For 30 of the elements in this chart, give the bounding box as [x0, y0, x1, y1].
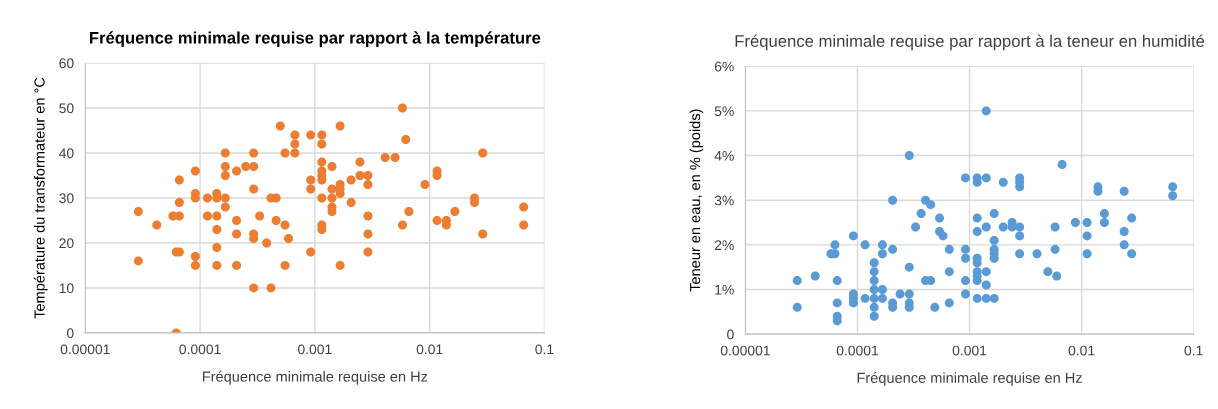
y-tick-label: 20 [59, 238, 74, 249]
y-tick-label: 50 [59, 103, 74, 114]
y-tick-label: 2% [714, 240, 734, 250]
y-tick-label: 10 [59, 283, 74, 294]
x-tick-label: 0.0001 [179, 344, 221, 355]
x-tick-label: 0.01 [416, 344, 443, 355]
y-tick-label: 5% [714, 106, 734, 117]
x-tick-label: 0.1 [1184, 345, 1203, 356]
x-axis-title: Fréquence minimale requise en Hz [857, 372, 1082, 386]
y-tick-label: 1% [715, 284, 734, 295]
x-tick-label: 0.01 [1068, 345, 1095, 356]
y-tick-label: 0 [727, 329, 734, 340]
y-axis-title: Teneur en eau, en % (poids) [689, 109, 704, 292]
y-tick-label: 0 [66, 328, 74, 339]
y-tick-label: 60 [59, 58, 74, 69]
x-tick-label: 0.001 [952, 345, 987, 356]
x-axis-title: Fréquence minimale requise en Hz [202, 370, 428, 385]
chart-title: Fréquence minimale requise par rapport à la teneur en humidité [735, 34, 1205, 51]
y-axis-title: Température du transformateur en °C [33, 77, 48, 319]
x-tick-label: 0.001 [298, 344, 332, 355]
x-tick-label: 0.00001 [60, 344, 110, 355]
y-tick-label: 40 [59, 148, 74, 159]
x-tick-label: 0.00001 [720, 345, 770, 356]
y-tick-label: 3% [714, 195, 734, 206]
chart-title: Fréquence minimale requise par rapport à la température [89, 31, 541, 47]
y-tick-label: 4% [714, 150, 734, 161]
x-tick-label: 0.0001 [836, 345, 879, 356]
y-tick-label: 6% [714, 61, 734, 72]
x-tick-label: 0.1 [535, 344, 554, 355]
y-tick-label: 30 [59, 193, 74, 204]
